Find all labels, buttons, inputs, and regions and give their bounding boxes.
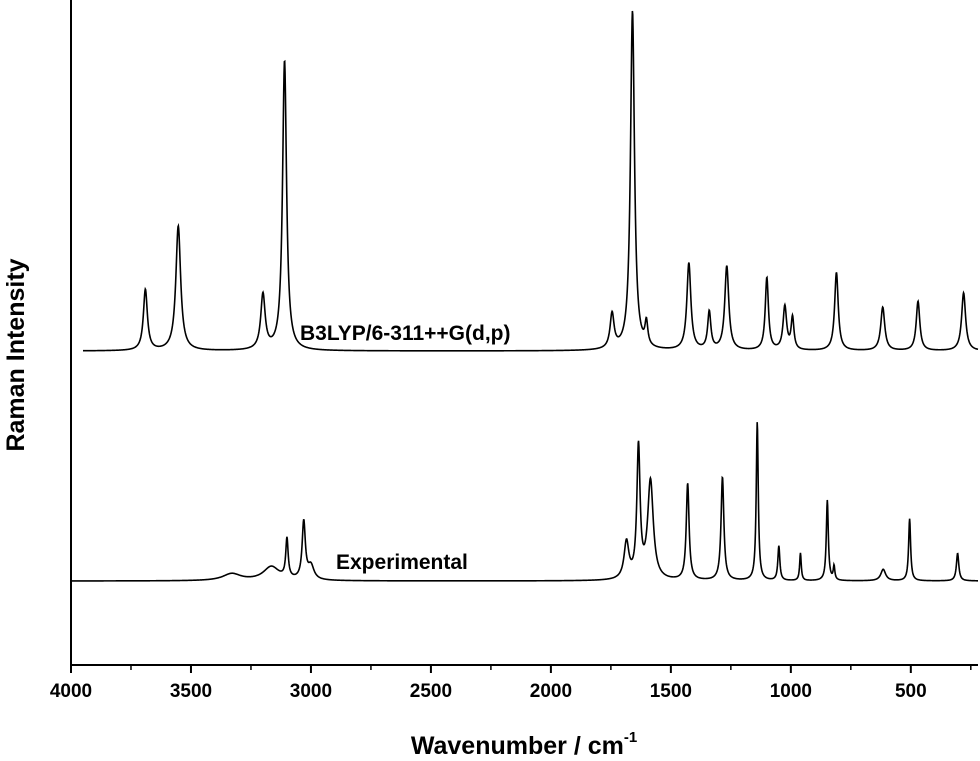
x-tick-label-1500: 1500 — [650, 681, 692, 702]
x-axis-label-text: Wavenumber / cm — [411, 732, 624, 760]
x-tick-label-2000: 2000 — [530, 681, 572, 702]
x-axis-label-superscript: -1 — [624, 729, 637, 746]
series-label-experimental: Experimental — [336, 551, 468, 574]
series-label-calculated: B3LYP/6-311++G(d,p) — [300, 322, 510, 345]
x-axis-ticks: 4000 3500 3000 2500 2000 1500 1000 500 — [50, 665, 972, 702]
x-axis-label: Wavenumber / cm-1 — [411, 729, 637, 760]
plot-axes-frame — [70, 0, 978, 666]
series-line-experimental — [71, 422, 978, 582]
y-axis-label: Raman Intensity — [2, 258, 30, 451]
x-tick-label-3000: 3000 — [290, 681, 332, 702]
series-labels: B3LYP/6-311++G(d,p) Experimental — [300, 322, 510, 574]
x-tick-label-2500: 2500 — [410, 681, 452, 702]
series-layer — [71, 10, 979, 582]
x-tick-label-1000: 1000 — [770, 681, 812, 702]
series-line-calculated — [83, 10, 979, 352]
x-tick-label-4000: 4000 — [50, 681, 92, 702]
x-tick-label-500: 500 — [895, 681, 927, 702]
x-tick-label-3500: 3500 — [170, 681, 212, 702]
